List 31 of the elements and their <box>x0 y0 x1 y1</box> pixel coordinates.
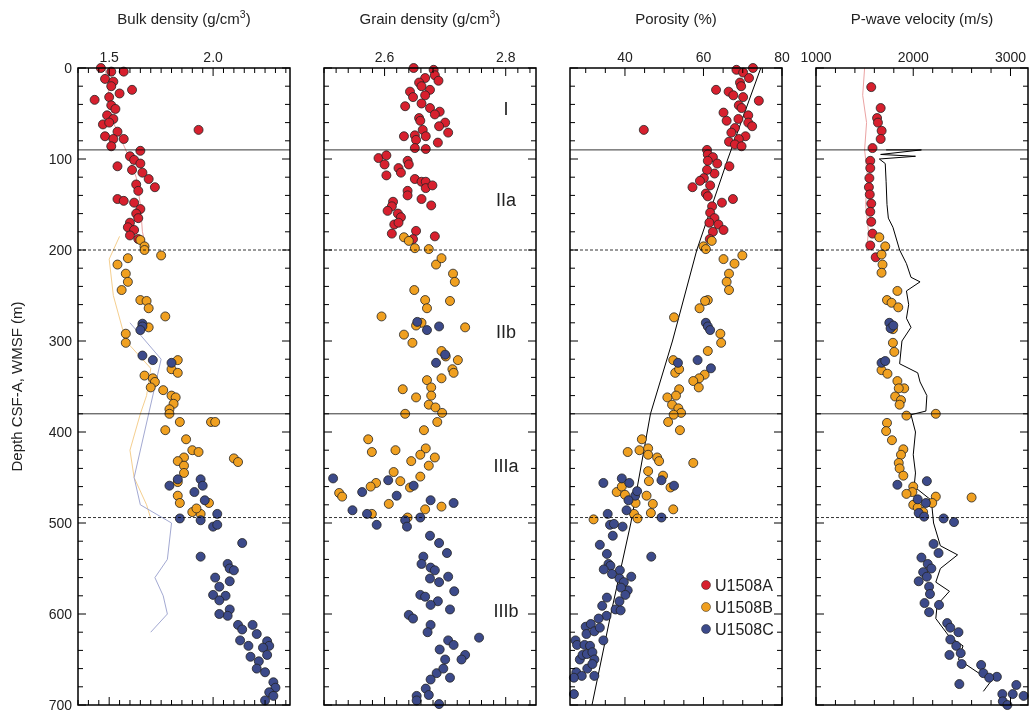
x-tick-label: 1.5 <box>99 49 120 65</box>
y-tick-label: 700 <box>48 697 73 713</box>
x-tick-label: 1000 <box>800 49 832 65</box>
annotation: I <box>503 98 509 119</box>
x-axis-title: Grain density (g/cm$^{3}$) <box>359 8 501 27</box>
y-tick-label: 500 <box>48 515 73 531</box>
y-tick-label: 200 <box>48 242 73 258</box>
legend-label: U1508A <box>715 577 774 594</box>
x-tick-label: 60 <box>695 49 712 65</box>
x-axis-title: P-wave velocity (m/s) <box>850 10 994 27</box>
x-axis-title: Porosity (%) <box>635 10 717 27</box>
x-axis-title: Bulk density (g/cm$^{3}$) <box>117 8 251 27</box>
y-tick-label: 100 <box>48 151 73 167</box>
x-tick-label: 2.0 <box>203 49 224 65</box>
x-tick-label: 80 <box>774 49 790 65</box>
y-axis-title: Depth CSF-A, WMSF (m) <box>8 301 25 472</box>
legend-label: U1508B <box>715 599 773 616</box>
annotation: IIIb <box>493 601 519 622</box>
x-tick-label: 2.8 <box>495 49 516 65</box>
y-tick-label: 400 <box>48 424 73 440</box>
y-tick-label: 300 <box>48 333 73 349</box>
x-tick-label: 3000 <box>994 49 1027 65</box>
annotation: IIIa <box>493 455 520 476</box>
x-tick-label: 40 <box>617 49 633 65</box>
legend-label: U1508C <box>715 621 774 638</box>
x-tick-label: 2000 <box>897 49 930 65</box>
y-tick-label: 600 <box>48 606 73 622</box>
y-tick-label: 0 <box>64 60 73 76</box>
annotation: IIb <box>495 321 517 342</box>
x-tick-label: 2.6 <box>374 49 395 65</box>
annotation: IIa <box>495 189 517 210</box>
